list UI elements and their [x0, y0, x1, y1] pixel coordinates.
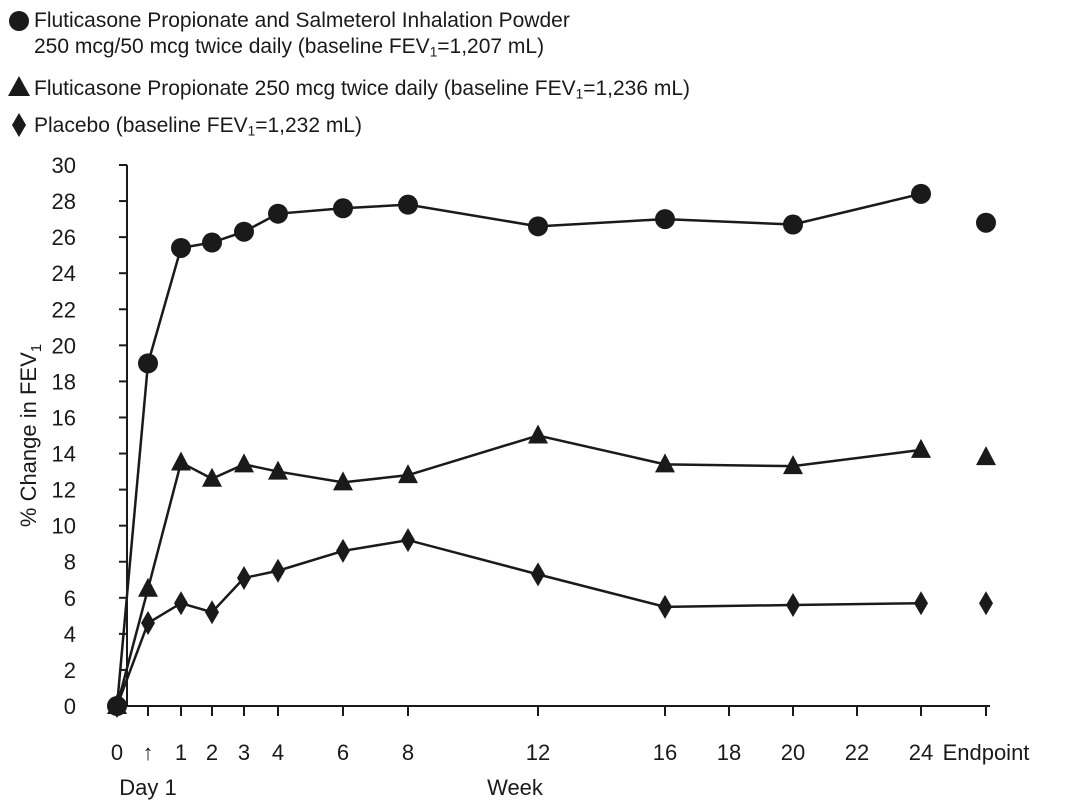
x-tick-label: 0 — [111, 740, 123, 765]
x-tick-label: 4 — [272, 740, 284, 765]
data-point-circle — [655, 209, 675, 230]
data-point-circle — [976, 212, 996, 233]
data-point-triangle — [138, 577, 158, 597]
x-tick-label: 2 — [206, 740, 218, 765]
triangle-marker-icon — [8, 76, 30, 96]
data-point-diamond — [914, 591, 928, 616]
data-point-circle — [234, 221, 254, 242]
legend-subscript: 1 — [429, 44, 438, 60]
y-tick-label: 28 — [52, 189, 76, 214]
data-point-triangle — [911, 438, 931, 458]
data-point-diamond — [110, 694, 124, 718]
legend-label-line2: 250 mcg/50 mcg twice daily (baseline FEV — [34, 35, 430, 58]
data-point-circle — [202, 232, 222, 253]
x-tick-label: 12 — [526, 740, 550, 765]
x-day1-label: Day 1 — [119, 775, 176, 800]
data-point-diamond — [401, 528, 415, 553]
data-point-circle — [333, 198, 353, 219]
y-tick-label: 4 — [64, 622, 76, 647]
data-point-diamond — [205, 600, 219, 625]
y-tick-label: 16 — [52, 405, 76, 430]
x-tick-label: 20 — [781, 740, 805, 765]
data-point-triangle — [333, 471, 353, 491]
legend-subscript: 1 — [575, 86, 584, 102]
legend-label: Fluticasone Propionate 250 mcg twice dai… — [34, 77, 576, 100]
y-tick-label: 6 — [64, 586, 76, 611]
data-point-circle — [268, 203, 288, 224]
legend-subscript: 1 — [247, 123, 256, 139]
legend-label: Placebo (baseline FEV — [34, 114, 248, 137]
y-tick-label: 20 — [52, 333, 76, 358]
y-tick-label: 18 — [52, 369, 76, 394]
data-point-triangle — [783, 455, 803, 475]
y-axis-label-subscript: 1 — [28, 344, 45, 352]
data-point-circle — [911, 183, 931, 204]
x-tick-label: 8 — [402, 740, 414, 765]
data-point-diamond — [336, 538, 350, 563]
x-axis-label: Week — [487, 775, 544, 800]
data-point-circle — [398, 194, 418, 215]
legend-label-line1: Fluticasone Propionate and Salmeterol In… — [34, 9, 570, 32]
y-tick-label: 26 — [52, 225, 76, 250]
data-point-circle — [138, 353, 158, 374]
x-tick-label: 1 — [175, 740, 187, 765]
x-tick-label: ↑ — [143, 740, 154, 765]
data-point-triangle — [234, 453, 254, 473]
data-point-diamond — [174, 591, 188, 616]
data-point-diamond — [237, 565, 251, 590]
circle-marker-icon — [9, 11, 29, 31]
x-tick-label: 16 — [653, 740, 677, 765]
data-point-diamond — [979, 591, 993, 616]
data-point-circle — [171, 237, 191, 258]
data-point-triangle — [268, 460, 288, 480]
series-line-triangle — [115, 434, 922, 707]
series-line-diamond — [115, 538, 922, 707]
data-point-triangle — [528, 424, 548, 444]
y-tick-label: 2 — [64, 658, 76, 683]
y-tick-label: 30 — [52, 153, 76, 178]
data-point-triangle — [398, 464, 418, 484]
legend: Fluticasone Propionate and Salmeterol In… — [0, 0, 1070, 150]
x-tick-label: Endpoint — [943, 740, 1030, 765]
y-tick-label: 10 — [52, 514, 76, 539]
data-point-triangle — [171, 451, 191, 471]
data-point-triangle — [655, 453, 675, 473]
y-tick-label: 24 — [52, 261, 76, 286]
data-point-diamond — [271, 558, 285, 583]
legend-label-line2-end: =1,207 mL) — [437, 35, 545, 58]
data-point-diamond — [786, 593, 800, 618]
x-tick-label: 18 — [717, 740, 741, 765]
data-point-triangle — [202, 467, 222, 487]
y-tick-label: 0 — [64, 694, 76, 719]
y-axis-label: % Change in FEV1 — [16, 344, 45, 527]
data-point-diamond — [141, 611, 155, 636]
legend-label-end: =1,232 mL) — [255, 114, 363, 137]
y-tick-label: 12 — [52, 478, 76, 503]
y-tick-label: 8 — [64, 550, 76, 575]
legend-label-end: =1,236 mL) — [583, 77, 691, 100]
series-line-circle — [115, 192, 922, 707]
data-point-diamond — [658, 594, 672, 619]
data-point-diamond — [531, 562, 545, 587]
x-tick-label: 3 — [238, 740, 250, 765]
data-point-circle — [528, 216, 548, 237]
x-tick-label: 6 — [337, 740, 349, 765]
x-tick-label: 22 — [845, 740, 869, 765]
diamond-marker-icon — [12, 113, 26, 137]
data-point-circle — [783, 214, 803, 235]
y-tick-label: 22 — [52, 297, 76, 322]
data-point-triangle — [976, 446, 996, 466]
y-tick-label: 14 — [52, 442, 76, 467]
x-tick-label: 24 — [909, 740, 933, 765]
